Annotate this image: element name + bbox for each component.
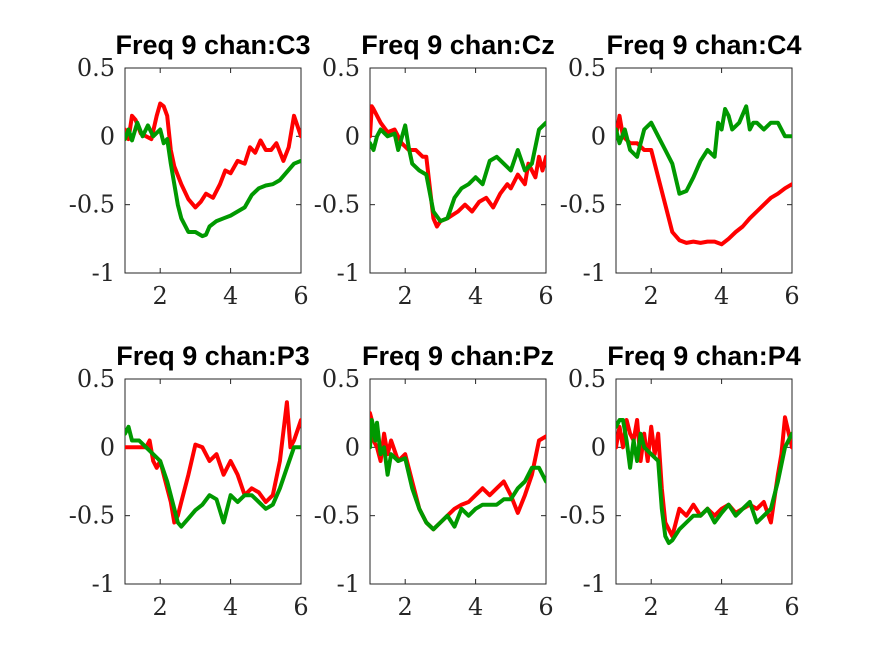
subplot-title: Freq 9 chan:P4: [607, 341, 801, 371]
axes-box: [615, 67, 793, 274]
y-tick-label: -0.5: [69, 191, 115, 219]
x-tick-label: 2: [153, 282, 168, 310]
x-tick-label: 4: [223, 282, 238, 310]
y-tick-label: -1: [337, 259, 360, 287]
y-tick-label: 0.5: [77, 54, 115, 82]
y-tick-label: -0.5: [560, 191, 606, 219]
y-tick-label: 0.5: [568, 365, 606, 393]
x-tick-label: 4: [468, 593, 483, 621]
y-tick-label: 0: [345, 433, 360, 461]
x-tick-label: 2: [644, 593, 659, 621]
subplot-title: Freq 9 chan:P3: [116, 341, 310, 371]
series-line-red: [616, 415, 792, 539]
x-tick-label: 4: [468, 282, 483, 310]
y-tick-label: -1: [583, 570, 606, 598]
y-tick-label: 0.5: [322, 365, 360, 393]
y-tick-label: 0: [591, 433, 606, 461]
y-tick-label: -1: [583, 259, 606, 287]
x-tick-label: 6: [538, 282, 553, 310]
x-tick-label: 2: [644, 282, 659, 310]
y-tick-label: 0.5: [77, 365, 115, 393]
axes-box: [124, 67, 302, 274]
y-tick-label: -0.5: [560, 502, 606, 530]
x-tick-label: 2: [153, 593, 168, 621]
x-tick-label: 6: [784, 282, 799, 310]
subplot-title: Freq 9 chan:Pz: [362, 341, 554, 371]
subplot-title: Freq 9 chan:Cz: [361, 30, 555, 60]
y-tick-label: 0: [100, 433, 115, 461]
axes-box: [615, 378, 793, 585]
y-tick-label: -1: [92, 570, 115, 598]
x-tick-label: 4: [714, 593, 729, 621]
y-tick-label: -1: [92, 259, 115, 287]
x-tick-label: 6: [293, 282, 308, 310]
x-tick-label: 6: [293, 593, 308, 621]
axes-box: [124, 378, 302, 585]
y-tick-label: -0.5: [314, 502, 360, 530]
series-line-red: [125, 101, 301, 210]
x-tick-label: 6: [538, 593, 553, 621]
y-tick-label: 0: [591, 122, 606, 150]
x-tick-label: 2: [398, 593, 413, 621]
y-tick-label: 0: [345, 122, 360, 150]
y-tick-label: -0.5: [69, 502, 115, 530]
x-tick-label: 4: [714, 282, 729, 310]
x-tick-label: 6: [784, 593, 799, 621]
y-tick-label: 0.5: [568, 54, 606, 82]
series-line-green: [370, 418, 546, 532]
subplot-title: Freq 9 chan:C4: [606, 30, 801, 60]
subplot-title: Freq 9 chan:C3: [115, 30, 310, 60]
series-line-green: [616, 104, 792, 196]
series-line-red: [370, 104, 546, 229]
y-tick-label: -0.5: [314, 191, 360, 219]
y-tick-label: 0.5: [322, 54, 360, 82]
axes-box: [369, 67, 547, 274]
series-line-green: [125, 424, 301, 529]
y-tick-label: -1: [337, 570, 360, 598]
x-tick-label: 2: [398, 282, 413, 310]
y-tick-label: 0: [100, 122, 115, 150]
x-tick-label: 4: [223, 593, 238, 621]
series-line-green: [370, 120, 546, 224]
series-line-green: [616, 418, 792, 545]
series-line-green: [125, 120, 301, 239]
series-line-red: [125, 400, 301, 525]
axes-box: [369, 378, 547, 585]
